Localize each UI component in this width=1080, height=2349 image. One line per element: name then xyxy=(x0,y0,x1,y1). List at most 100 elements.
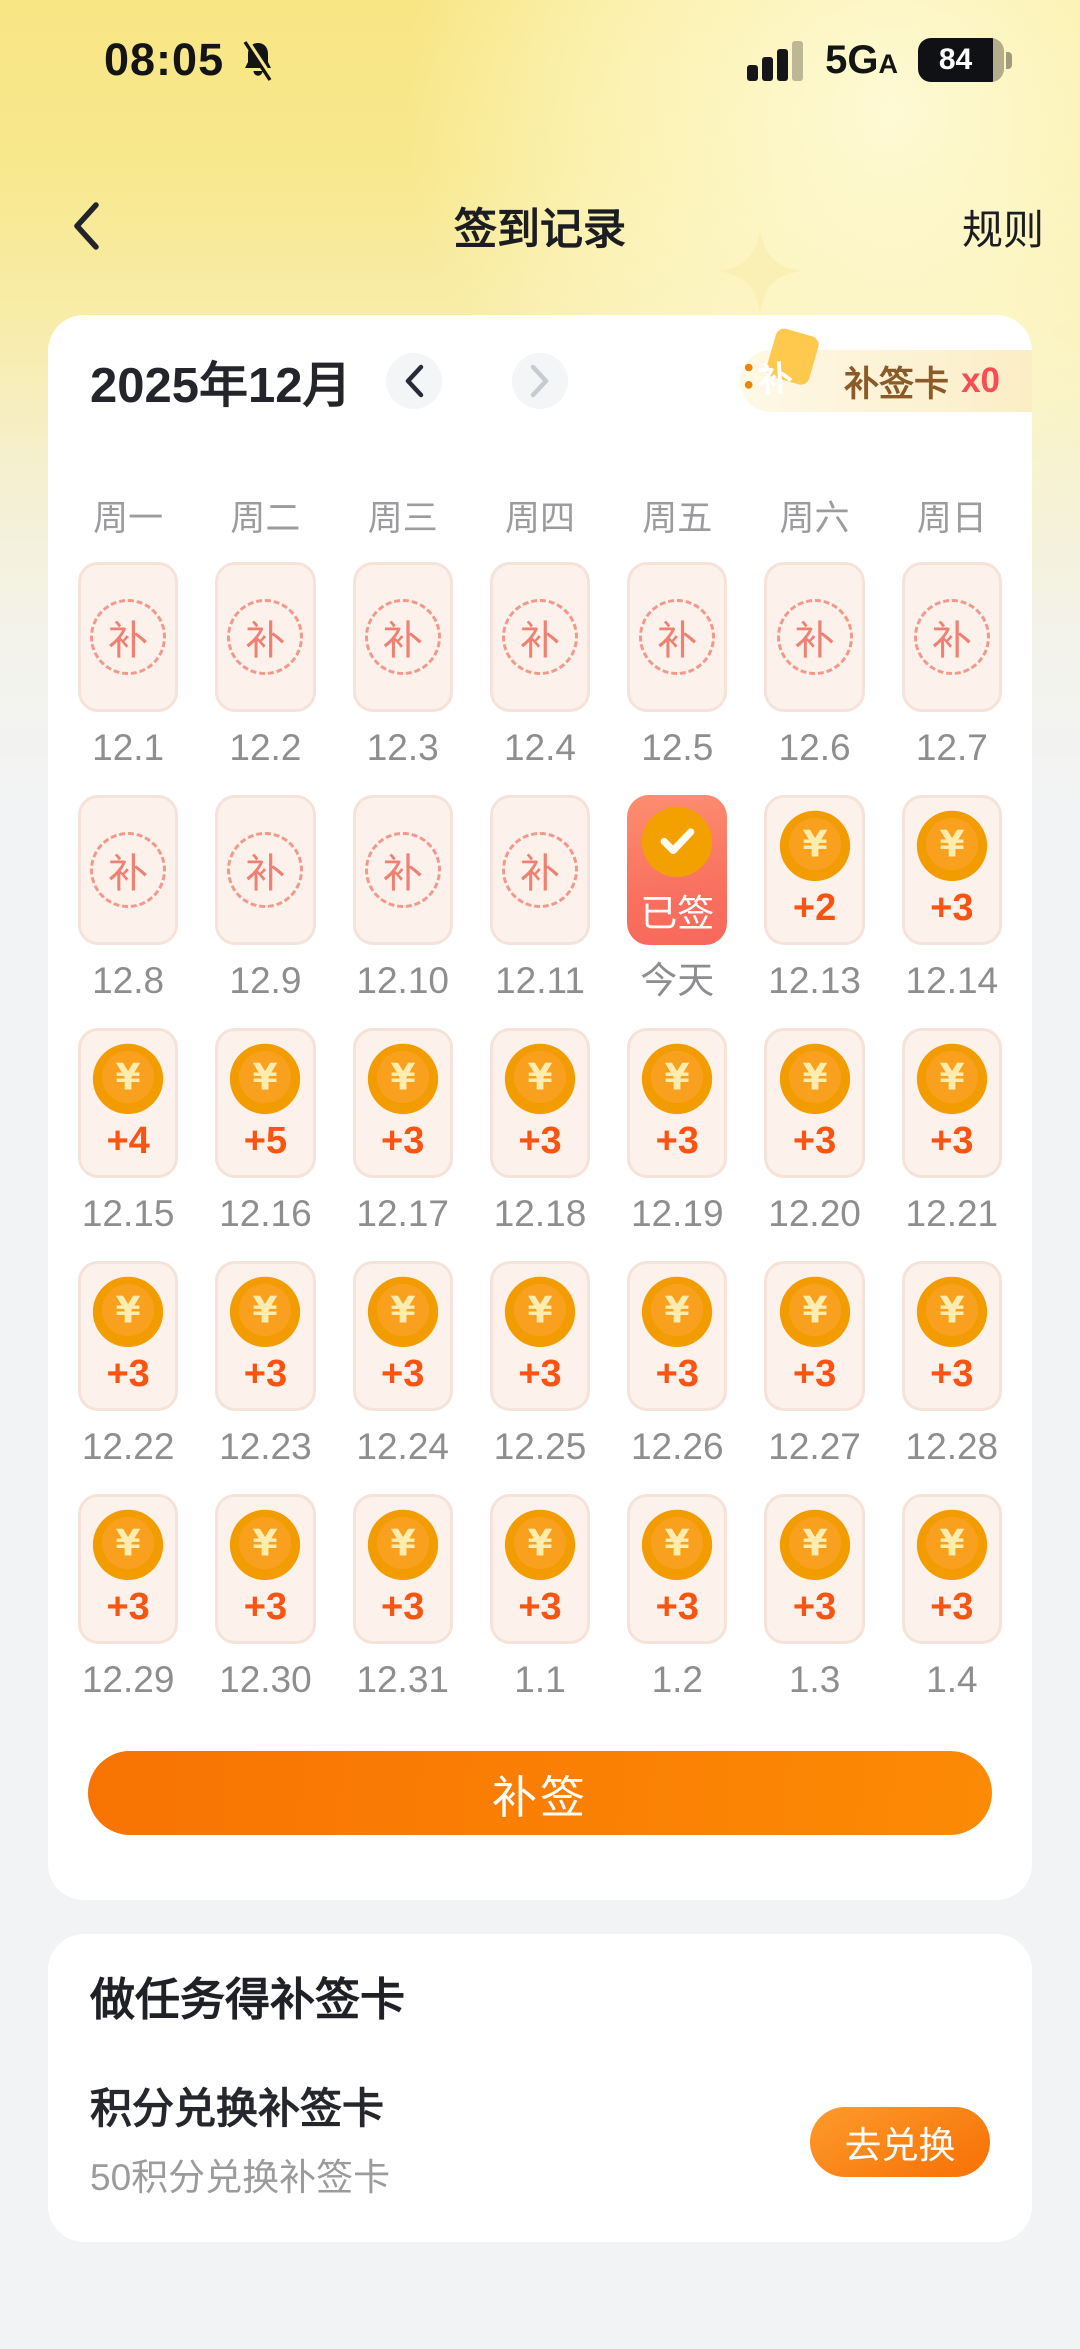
weekday-label: 周三 xyxy=(367,499,438,538)
date-label: 12.17 xyxy=(356,1193,449,1234)
date-label: 12.8 xyxy=(92,960,165,1001)
task-item-desc: 50积分兑换补签卡 xyxy=(90,2157,391,2198)
calendar-day: +3 12.25 xyxy=(489,1261,591,1467)
reward-points-label: +3 xyxy=(792,1120,837,1162)
month-prev-button[interactable] xyxy=(385,353,442,409)
date-label: 12.28 xyxy=(905,1426,999,1467)
reward-points-label: +5 xyxy=(243,1120,288,1162)
signal-icon xyxy=(747,41,804,81)
coin-yen-icon xyxy=(914,1039,990,1115)
calendar-day: 补 12.11 xyxy=(489,795,591,1001)
calendar-day: +3 12.20 xyxy=(764,1028,865,1234)
makeup-dashed-icon: 补 xyxy=(364,599,441,675)
makeup-dashed-icon: 补 xyxy=(364,832,441,908)
calendar-day: +3 1.1 xyxy=(489,1494,591,1700)
reward-points-label: +3 xyxy=(792,1353,837,1395)
day-cell-reward: +3 xyxy=(78,1261,179,1411)
calendar-day: +3 12.19 xyxy=(627,1028,728,1234)
calendar-day: +3 12.23 xyxy=(215,1261,316,1467)
calendar-day: +3 12.29 xyxy=(78,1494,179,1700)
battery-percent: 84 xyxy=(918,38,993,82)
task-card: 做任务得补签卡 积分兑换补签卡 50积分兑换补签卡 去兑换 xyxy=(48,1934,1032,2242)
calendar-day: +3 12.14 xyxy=(901,795,1002,1001)
date-label: 12.10 xyxy=(356,960,449,1001)
day-cell-reward: +3 xyxy=(627,1494,728,1644)
date-label: 12.5 xyxy=(641,727,714,768)
back-button[interactable] xyxy=(50,190,122,262)
day-cell-reward: +3 xyxy=(489,1028,591,1178)
date-label: 12.19 xyxy=(630,1193,724,1234)
date-label: 今天 xyxy=(640,960,715,1001)
day-cell-makeup[interactable]: 补 xyxy=(352,795,453,945)
calendar-day: +3 12.26 xyxy=(627,1261,728,1467)
coin-yen-icon xyxy=(90,1039,166,1115)
day-cell-makeup[interactable]: 补 xyxy=(215,562,316,712)
day-cell-makeup[interactable]: 补 xyxy=(78,795,179,945)
day-cell-makeup[interactable]: 补 xyxy=(627,562,728,712)
calendar-day: 补 12.4 xyxy=(489,562,591,768)
reward-points-label: +4 xyxy=(106,1120,150,1162)
weekday-label: 周六 xyxy=(779,499,850,538)
day-cell-makeup[interactable]: 补 xyxy=(489,562,591,712)
calendar-header: 2025年12月 补签卡 x0 xyxy=(48,315,1032,413)
date-label: 12.26 xyxy=(630,1426,724,1467)
task-row: 积分兑换补签卡 50积分兑换补签卡 去兑换 xyxy=(90,2086,990,2198)
calendar-day: 补 12.7 xyxy=(901,562,1002,768)
coin-yen-icon xyxy=(227,1505,303,1581)
weekday-label: 周四 xyxy=(504,499,575,538)
date-label: 1.1 xyxy=(514,1659,566,1700)
reward-points-label: +3 xyxy=(792,1586,837,1628)
makeup-dashed-icon: 补 xyxy=(913,599,990,675)
day-cell-makeup[interactable]: 补 xyxy=(489,795,591,945)
calendar-day: +4 12.15 xyxy=(78,1028,179,1234)
day-cell-makeup[interactable]: 补 xyxy=(352,562,453,712)
makeup-dashed-icon: 补 xyxy=(501,832,578,908)
signed-label: 已签 xyxy=(640,893,715,934)
redeem-button[interactable]: 去兑换 xyxy=(810,2107,990,2177)
day-cell-reward: +3 xyxy=(764,1494,865,1644)
coin-yen-icon xyxy=(639,1039,715,1115)
network-sub-label: A xyxy=(878,48,899,79)
day-cell-makeup[interactable]: 补 xyxy=(215,795,316,945)
day-cell-makeup[interactable]: 补 xyxy=(764,562,865,712)
reward-points-label: +3 xyxy=(106,1586,150,1628)
day-cell-reward: +3 xyxy=(489,1261,591,1411)
calendar-day: +3 12.18 xyxy=(489,1028,591,1234)
makeup-dashed-icon: 补 xyxy=(90,599,167,675)
chevron-left-icon xyxy=(405,364,423,398)
date-label: 12.13 xyxy=(768,960,861,1001)
date-label: 12.18 xyxy=(493,1193,587,1234)
calendar-day: 补 12.8 xyxy=(78,795,179,1001)
calendar-day: +3 1.4 xyxy=(901,1494,1002,1700)
coin-yen-icon xyxy=(777,1272,853,1348)
date-label: 12.31 xyxy=(356,1659,449,1700)
rules-button[interactable]: 规则 xyxy=(962,207,1044,253)
date-label: 12.27 xyxy=(768,1426,861,1467)
day-cell-reward: +3 xyxy=(901,1494,1002,1644)
day-cell-reward: +3 xyxy=(627,1261,728,1411)
coin-yen-icon xyxy=(365,1039,441,1115)
day-cell-reward: +3 xyxy=(901,1028,1002,1178)
coin-yen-icon xyxy=(90,1505,166,1581)
resign-button[interactable]: 补签 xyxy=(88,1751,992,1835)
day-cell-makeup[interactable]: 补 xyxy=(901,562,1002,712)
sparkle-icon xyxy=(717,228,803,314)
calendar-day: 补 12.6 xyxy=(764,562,865,768)
coin-yen-icon xyxy=(777,806,853,882)
calendar-day: 补 12.3 xyxy=(352,562,453,768)
weekday-label: 周日 xyxy=(916,499,987,538)
calendar-day: 补 12.5 xyxy=(627,562,728,768)
date-label: 12.25 xyxy=(493,1426,587,1467)
makeup-dashed-icon: 补 xyxy=(227,832,304,908)
coin-yen-icon xyxy=(90,1272,166,1348)
day-cell-makeup[interactable]: 补 xyxy=(78,562,179,712)
coin-yen-icon xyxy=(914,806,990,882)
day-cell-reward: +3 xyxy=(215,1261,316,1411)
calendar-day: +5 12.16 xyxy=(215,1028,316,1234)
date-label: 12.9 xyxy=(229,960,302,1001)
weekday-label: 周二 xyxy=(230,499,301,538)
month-next-button[interactable] xyxy=(511,353,568,409)
date-label: 12.20 xyxy=(768,1193,861,1234)
day-cell-reward: +3 xyxy=(901,795,1002,945)
